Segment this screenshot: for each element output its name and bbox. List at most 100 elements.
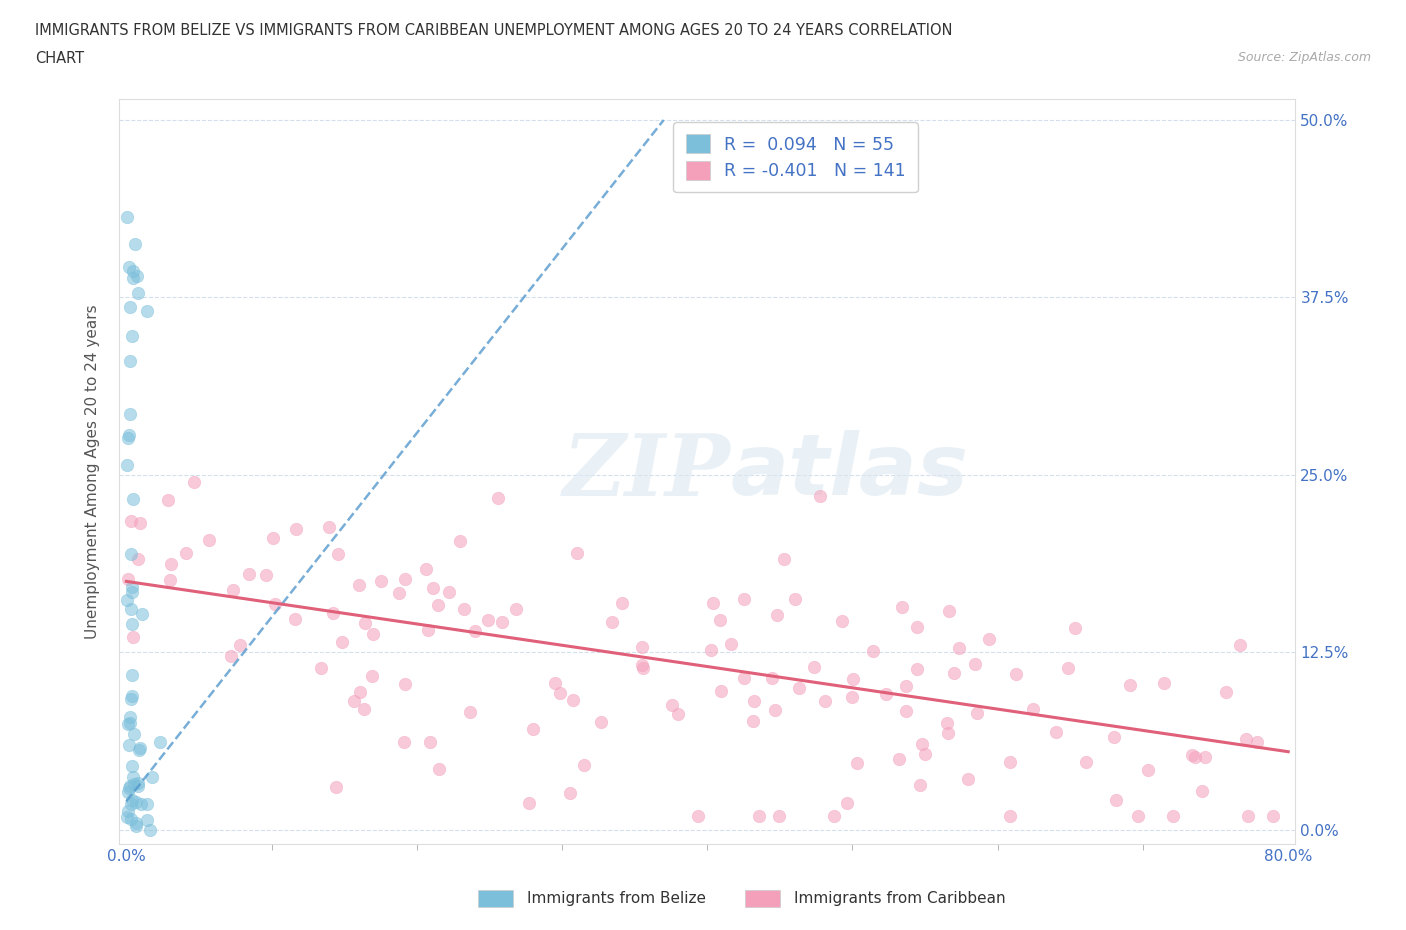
Text: atlas: atlas	[731, 430, 969, 512]
Point	[543, 676, 565, 691]
Point	[1076, 754, 1098, 769]
Point	[120, 354, 142, 369]
Point	[120, 710, 142, 724]
Point	[118, 780, 141, 795]
Point	[720, 636, 742, 651]
Point	[264, 596, 287, 611]
Point	[388, 585, 411, 600]
Point	[1163, 808, 1185, 823]
Point	[631, 660, 654, 675]
Point	[370, 574, 392, 589]
Point	[141, 770, 163, 785]
Point	[661, 698, 683, 712]
Point	[688, 808, 710, 823]
Point	[159, 572, 181, 587]
Point	[117, 804, 139, 818]
Point	[1022, 701, 1045, 716]
Text: Immigrants from Caribbean: Immigrants from Caribbean	[794, 891, 1007, 906]
Point	[610, 596, 633, 611]
Point	[841, 671, 863, 686]
Point	[1184, 750, 1206, 764]
Point	[129, 796, 152, 811]
Point	[121, 688, 143, 703]
Point	[831, 614, 853, 629]
Point	[560, 786, 582, 801]
Point	[309, 660, 332, 675]
Point	[1234, 732, 1257, 747]
Point	[125, 818, 148, 833]
Point	[948, 641, 970, 656]
Point	[117, 784, 139, 799]
Point	[125, 816, 148, 830]
Point	[783, 591, 806, 606]
Point	[562, 692, 585, 707]
Point	[122, 770, 145, 785]
Point	[419, 735, 441, 750]
Point	[768, 808, 790, 823]
Point	[127, 286, 149, 300]
Point	[814, 694, 837, 709]
Point	[115, 809, 138, 824]
Point	[437, 585, 460, 600]
Point	[911, 737, 934, 751]
Y-axis label: Unemployment Among Ages 20 to 24 years: Unemployment Among Ages 20 to 24 years	[86, 304, 100, 639]
Point	[808, 488, 831, 503]
Point	[127, 778, 149, 793]
Point	[1153, 676, 1175, 691]
Point	[118, 737, 141, 752]
Point	[733, 591, 755, 606]
Point	[121, 792, 143, 807]
Point	[122, 629, 145, 644]
Point	[1119, 677, 1142, 692]
Point	[197, 532, 219, 547]
Point	[427, 762, 450, 777]
Point	[426, 598, 449, 613]
Point	[238, 566, 260, 581]
Point	[136, 304, 159, 319]
Point	[572, 758, 595, 773]
Point	[589, 714, 612, 729]
Point	[285, 522, 308, 537]
Point	[1246, 735, 1268, 750]
Point	[343, 693, 366, 708]
Point	[896, 679, 918, 694]
Point	[666, 707, 689, 722]
Point	[979, 632, 1001, 647]
Point	[966, 706, 988, 721]
Point	[965, 657, 987, 671]
Point	[1215, 684, 1237, 699]
Point	[548, 685, 571, 700]
Point	[477, 612, 499, 627]
Point	[422, 580, 444, 595]
Point	[1261, 808, 1284, 823]
Point	[765, 607, 787, 622]
Point	[942, 665, 965, 680]
Point	[761, 671, 783, 685]
Point	[121, 270, 143, 285]
Point	[353, 616, 375, 631]
Point	[322, 605, 344, 620]
Point	[1057, 660, 1080, 675]
Point	[710, 684, 733, 698]
Point	[1104, 729, 1126, 744]
Point	[748, 808, 770, 823]
Text: ZIP: ZIP	[562, 430, 731, 513]
Point	[787, 681, 810, 696]
Point	[1191, 783, 1213, 798]
Point	[118, 299, 141, 314]
Point	[998, 808, 1021, 823]
Point	[120, 602, 142, 617]
Point	[890, 600, 912, 615]
Point	[118, 259, 141, 274]
Point	[1005, 666, 1028, 681]
Text: IMMIGRANTS FROM BELIZE VS IMMIGRANTS FROM CARIBBEAN UNEMPLOYMENT AMONG AGES 20 T: IMMIGRANTS FROM BELIZE VS IMMIGRANTS FRO…	[35, 23, 953, 38]
Point	[353, 702, 375, 717]
Point	[894, 703, 917, 718]
Point	[415, 562, 437, 577]
Point	[120, 513, 142, 528]
Point	[349, 684, 371, 699]
Point	[835, 795, 858, 810]
Point	[124, 236, 146, 251]
Point	[120, 692, 142, 707]
Point	[742, 714, 765, 729]
